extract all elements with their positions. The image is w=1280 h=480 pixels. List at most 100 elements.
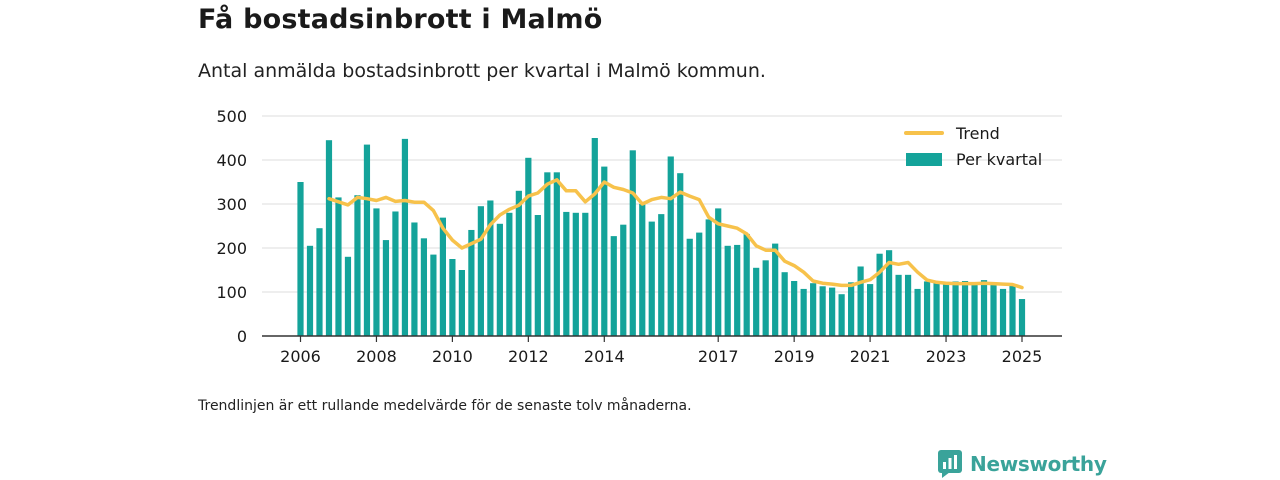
bar [781, 272, 788, 336]
trend-series [327, 178, 1024, 290]
legend-trend-label: Trend [955, 124, 1000, 143]
bar [534, 215, 541, 336]
bar [373, 208, 380, 336]
bar [810, 283, 817, 336]
bar [857, 266, 864, 336]
bar [914, 288, 921, 336]
bar [572, 212, 579, 336]
bar [895, 274, 902, 336]
bar [753, 267, 760, 336]
bar [439, 217, 447, 336]
x-tick-label: 2012 [508, 347, 549, 366]
bar [525, 157, 532, 336]
bar [401, 138, 409, 336]
bar [677, 173, 684, 336]
legend: Trend Per kvartal [904, 124, 1042, 169]
x-tick-label: 2023 [926, 347, 967, 366]
bar [923, 281, 931, 336]
bar [762, 260, 769, 336]
bar [648, 221, 655, 336]
bar [990, 284, 997, 336]
bar [363, 144, 371, 336]
bar [686, 238, 693, 336]
bar [876, 253, 883, 336]
bar [942, 281, 950, 336]
bar [411, 222, 418, 336]
x-tick-label: 2021 [850, 347, 891, 366]
y-tick-label: 500 [216, 107, 247, 126]
brand-name: Newsworthy [970, 452, 1107, 476]
bar [506, 212, 513, 336]
bar [477, 206, 484, 336]
x-axis: 2006 2008 2010 2012 2014 2017 2019 2021 2023 2025 [262, 335, 1062, 366]
bar [1018, 299, 1026, 336]
bar [952, 281, 959, 336]
bar [468, 229, 475, 336]
footnote: Trendlinjen är ett rullande medelvärde f… [198, 398, 692, 414]
brand-logo: Newsworthy [938, 450, 1107, 478]
bar [430, 254, 437, 336]
bar [496, 223, 503, 336]
newsworthy-logo-icon [938, 450, 962, 478]
bar [306, 245, 314, 336]
bar [297, 182, 304, 336]
bar [610, 236, 617, 336]
bar [743, 233, 750, 336]
bar [829, 287, 836, 336]
bar [620, 224, 627, 336]
bar [867, 284, 874, 336]
bar [667, 156, 674, 336]
bar [971, 284, 978, 336]
bar [392, 211, 399, 336]
bar [563, 211, 570, 336]
bar [639, 204, 646, 336]
y-axis-ticks: 0 100 200 300 400 500 [216, 107, 247, 346]
y-tick-label: 100 [216, 283, 247, 302]
y-tick-label: 0 [237, 327, 247, 346]
y-tick-label: 400 [216, 151, 247, 170]
bar [316, 228, 323, 336]
bar [354, 195, 361, 336]
chart-canvas: 0 100 200 300 400 500 2006 2008 2010 2012 2014 201… [216, 107, 1062, 366]
bar [591, 138, 598, 336]
bar [999, 288, 1007, 336]
bar [544, 172, 551, 336]
bar [885, 250, 893, 336]
chart-subtitle: Antal anmälda bostadsinbrott per kvartal… [198, 60, 766, 82]
bar [325, 140, 333, 336]
legend-bar-label: Per kvartal [956, 150, 1042, 169]
bar [629, 150, 636, 336]
bar [961, 281, 969, 336]
bar [791, 281, 798, 336]
x-tick-label: 2014 [584, 347, 625, 366]
bar [344, 256, 352, 336]
bar [382, 240, 390, 336]
y-tick-label: 200 [216, 239, 247, 258]
x-tick-label: 2025 [1002, 347, 1043, 366]
bar [658, 214, 665, 336]
trend-line [327, 178, 1024, 290]
bar [553, 172, 560, 336]
bar [449, 259, 456, 336]
bar [819, 286, 826, 336]
bar [335, 197, 342, 336]
bar [582, 212, 589, 336]
bar [724, 245, 731, 336]
bar [1009, 284, 1016, 336]
bar-series [297, 138, 1026, 336]
bar [696, 232, 703, 336]
bar [515, 190, 522, 336]
x-tick-label: 2010 [432, 347, 473, 366]
bar [601, 166, 608, 336]
bar [933, 281, 940, 336]
bar [715, 208, 722, 336]
bar [772, 243, 779, 336]
bar [458, 270, 465, 336]
bar [705, 219, 712, 336]
y-tick-label: 300 [216, 195, 247, 214]
bar [734, 244, 741, 336]
bar [848, 282, 855, 336]
legend-bar-swatch [906, 153, 942, 166]
x-tick-label: 2008 [356, 347, 397, 366]
bar [487, 200, 494, 336]
